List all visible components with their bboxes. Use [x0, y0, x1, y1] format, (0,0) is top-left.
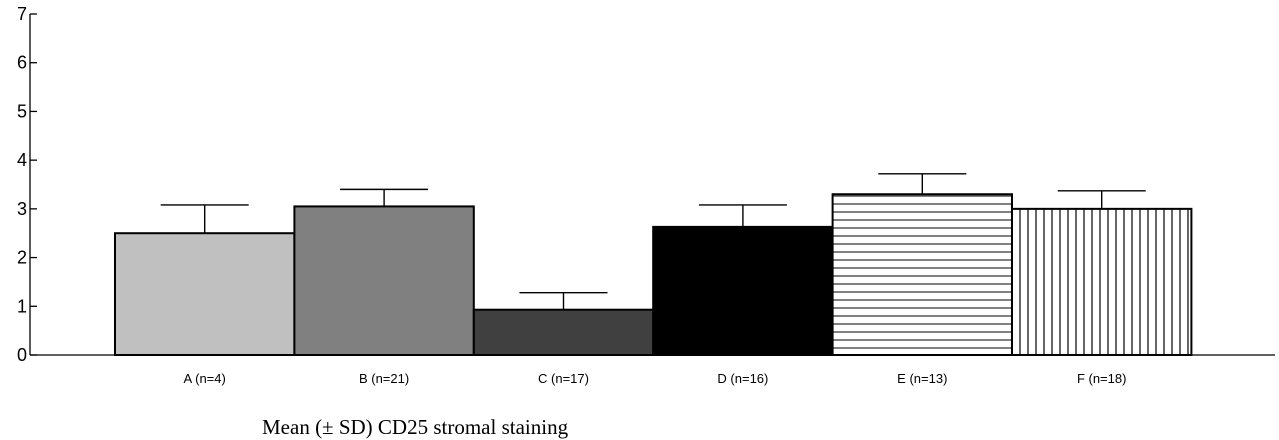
- bar: [472, 308, 655, 356]
- category-label: F (n=18): [1077, 371, 1127, 386]
- category-label: E (n=13): [897, 371, 947, 386]
- category-label: C (n=17): [538, 371, 589, 386]
- error-bars: [160, 173, 1146, 310]
- category-label: D (n=16): [717, 371, 768, 386]
- y-tick-label: 3: [17, 199, 27, 219]
- category-label: B (n=21): [359, 371, 409, 386]
- bar: [652, 225, 834, 356]
- chart-caption: Mean (± SD) CD25 stromal staining: [262, 415, 569, 439]
- y-tick-label: 4: [17, 150, 27, 170]
- category-label: A (n=4): [184, 371, 226, 386]
- bar: [1011, 207, 1193, 356]
- bars: [114, 193, 1193, 356]
- y-tick-label: 6: [17, 53, 27, 73]
- bar: [831, 193, 1013, 356]
- y-tick-label: 2: [17, 248, 27, 268]
- y-tick-label: 0: [17, 345, 27, 365]
- y-tick-label: 7: [17, 4, 27, 24]
- bar: [293, 205, 475, 356]
- y-tick-label: 5: [17, 101, 27, 121]
- y-tick-label: 1: [17, 296, 27, 316]
- category-labels: A (n=4) B (n=21) C (n=17) D (n=16) E (n=13) F…: [184, 371, 1127, 386]
- bar: [114, 232, 296, 356]
